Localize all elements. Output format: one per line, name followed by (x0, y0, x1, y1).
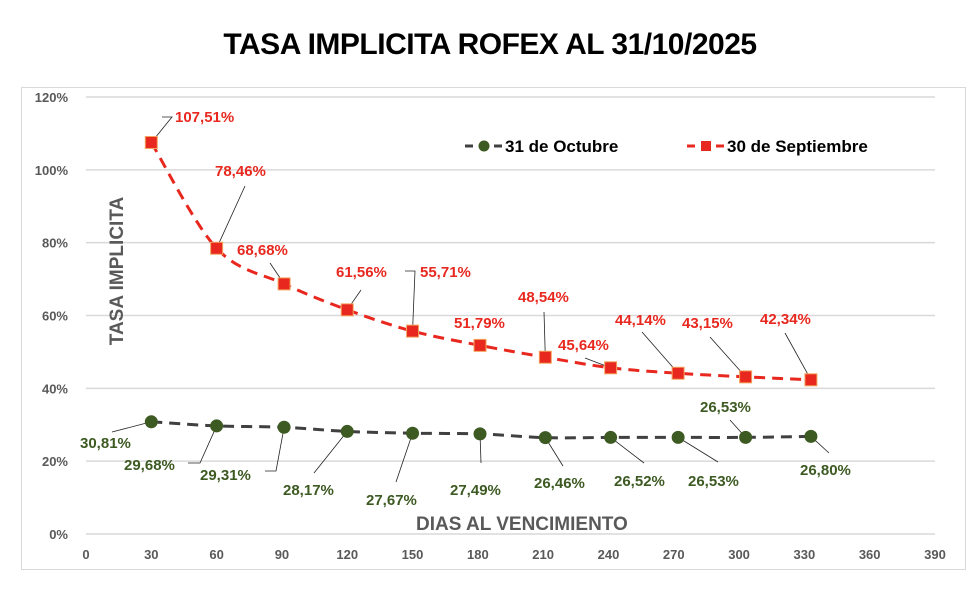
chart-title: TASA IMPLICITA ROFEX AL 31/10/2025 (223, 28, 757, 61)
data-label: 29,31% (200, 467, 251, 484)
series-30-septiembre: 107,51% 78,46% 68,68% 61,56% 55,71% 51,79% 48,… (144, 109, 818, 387)
x-tick-label: 240 (598, 547, 620, 562)
square-marker-icon (144, 135, 158, 149)
data-label: 61,56% (336, 264, 387, 281)
circle-marker-icon (804, 429, 818, 443)
data-label: 26,53% (700, 399, 751, 416)
data-label: 107,51% (175, 109, 234, 126)
square-marker-icon (671, 366, 685, 380)
chart-frame (21, 87, 966, 570)
leader-line (543, 311, 546, 358)
x-tick-label: 150 (402, 547, 424, 562)
data-label: 44,14% (615, 312, 666, 329)
circle-marker-icon (340, 424, 354, 438)
data-label: 26,52% (614, 473, 665, 490)
y-tick-label: 100% (35, 163, 69, 178)
circle-marker-icon (473, 427, 487, 441)
square-marker-icon (340, 303, 354, 317)
leader-line (265, 427, 285, 472)
circle-marker-icon (604, 430, 618, 444)
y-tick-label: 60% (42, 309, 68, 324)
circle-marker-icon (144, 415, 158, 429)
x-axis-ticks: 0 30 60 90 120 150 180 210 240 270 300 330 360 390 (82, 547, 945, 562)
legend-item-31-octubre: 31 de Octubre (465, 137, 618, 156)
y-tick-label: 120% (35, 90, 69, 105)
x-tick-label: 60 (209, 547, 223, 562)
data-label: 26,46% (534, 475, 585, 492)
y-tick-label: 20% (42, 454, 68, 469)
x-tick-label: 300 (728, 547, 750, 562)
y-tick-label: 40% (42, 381, 68, 396)
legend-square-icon (701, 141, 711, 151)
data-label: 42,34% (760, 311, 811, 328)
data-label: 26,80% (800, 462, 851, 479)
leader-line (150, 116, 173, 143)
leader-line (709, 336, 746, 378)
square-marker-icon (210, 241, 224, 255)
square-marker-icon (739, 370, 753, 384)
legend-label: 30 de Septiembre (727, 137, 868, 156)
leader-line (405, 270, 416, 332)
x-tick-label: 0 (82, 547, 89, 562)
square-marker-icon (473, 338, 487, 352)
data-label: 26,53% (688, 473, 739, 490)
series-31-octubre: 30,81% 29,68% 29,31% 28,17% 27,67% 27,49% 26,4… (80, 399, 851, 509)
leader-line (395, 433, 413, 483)
x-tick-label: 330 (794, 547, 816, 562)
data-label: 78,46% (215, 163, 266, 180)
data-label: 29,68% (124, 457, 175, 474)
y-tick-label: 80% (42, 236, 68, 251)
data-label: 68,68% (237, 242, 288, 259)
leader-line (784, 332, 812, 381)
leader-line (188, 425, 217, 464)
circle-marker-icon (277, 420, 291, 434)
data-label: 45,64% (558, 337, 609, 354)
circle-marker-icon (406, 426, 420, 440)
y-axis-ticks: 0% 20% 40% 60% 80% 100% 120% (35, 90, 69, 542)
series-group: 30,81% 29,68% 29,31% 28,17% 27,67% 27,49% 26,4… (80, 109, 851, 509)
circle-marker-icon (210, 419, 224, 433)
data-label: 28,17% (283, 482, 334, 499)
x-tick-label: 390 (924, 547, 946, 562)
leader-line (216, 185, 246, 249)
leader-line (610, 437, 645, 464)
square-marker-icon (604, 361, 618, 375)
data-label: 48,54% (518, 289, 569, 306)
square-marker-icon (538, 350, 552, 364)
gridlines (86, 96, 935, 535)
x-tick-label: 360 (859, 547, 881, 562)
x-tick-label: 210 (532, 547, 554, 562)
legend-label: 31 de Octubre (505, 137, 618, 156)
data-label: 55,71% (420, 264, 471, 281)
x-tick-label: 180 (467, 547, 489, 562)
legend: 31 de Octubre 30 de Septiembre (465, 137, 868, 156)
y-tick-label: 0% (49, 527, 68, 542)
data-label: 27,67% (366, 492, 417, 509)
data-label: 51,79% (454, 315, 505, 332)
x-tick-label: 90 (275, 547, 289, 562)
circle-marker-icon (671, 430, 685, 444)
leader-line (677, 437, 719, 463)
x-axis-title: DIAS AL VENCIMIENTO (416, 514, 628, 535)
legend-item-30-septiembre: 30 de Septiembre (687, 137, 868, 156)
leader-line (313, 431, 348, 474)
circle-marker-icon (538, 431, 552, 445)
leader-line (111, 421, 152, 433)
y-axis-title: TASA IMPLICITA (107, 196, 128, 345)
x-tick-label: 30 (144, 547, 158, 562)
square-marker-icon (277, 277, 291, 291)
leader-line (641, 331, 679, 374)
square-marker-icon (406, 324, 420, 338)
x-tick-label: 120 (336, 547, 358, 562)
legend-circle-icon (478, 140, 490, 152)
data-label: 43,15% (682, 315, 733, 332)
data-label: 27,49% (450, 482, 501, 499)
x-tick-label: 270 (663, 547, 685, 562)
circle-marker-icon (739, 430, 753, 444)
square-marker-icon (804, 373, 818, 387)
data-label: 30,81% (80, 435, 131, 452)
